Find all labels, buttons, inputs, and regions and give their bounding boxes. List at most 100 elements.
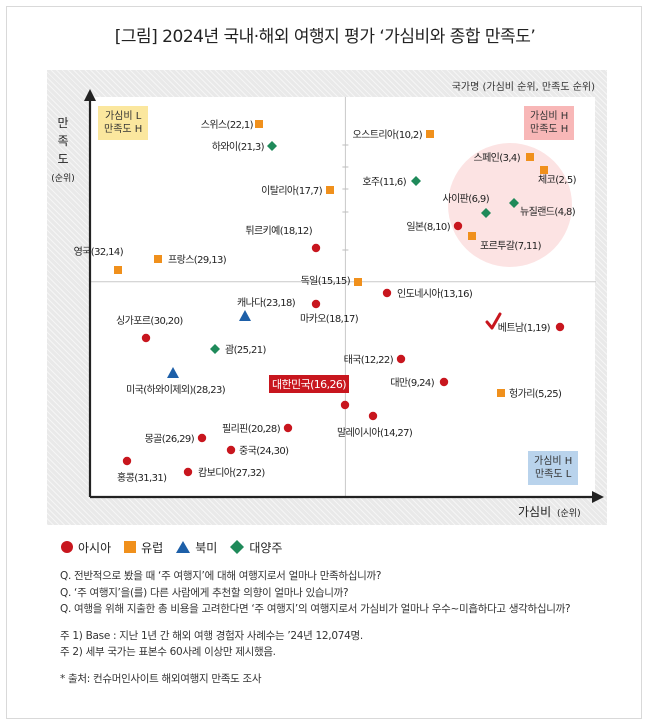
quadrant-label-line: 가심비 H [530, 111, 569, 122]
legend-label: 북미 [195, 540, 218, 555]
data-label: 괌(25,21) [225, 344, 267, 356]
data-point [154, 255, 162, 263]
data-point [239, 310, 251, 321]
data-point [340, 400, 350, 410]
data-point [141, 333, 151, 343]
data-label: 대만(9,24) [390, 377, 434, 389]
y-axis-label: 족 [57, 134, 68, 148]
quadrant-label-bottom-right: 가심비 H 만족도 L [528, 451, 579, 485]
data-point [311, 299, 321, 309]
data-label: 스위스(22,1) [201, 118, 254, 131]
data-label: 하와이(21,3) [212, 140, 265, 153]
data-point [509, 198, 519, 208]
data-label: 이탈리아(17,7) [261, 184, 323, 197]
legend-label: 유럽 [141, 540, 164, 555]
highlight-label-box [269, 375, 349, 393]
check-mark-icon [485, 312, 502, 330]
figure-title: [그림] 2024년 국내·해외 여행지 평가 ‘가심비와 종합 만족도’ [114, 27, 536, 47]
data-point [122, 456, 132, 466]
data-label: 체코(2,5) [538, 174, 577, 186]
y-axis-label: 도 [57, 152, 68, 166]
y-axis-unit: (순위) [51, 173, 75, 184]
data-point [555, 322, 565, 332]
data-point [283, 423, 293, 433]
survey-question: Q. 전반적으로 봤을 때 ‘주 여행지’에 대해 여행지로서 얼마나 만족하십… [60, 570, 382, 582]
data-point [167, 367, 179, 378]
data-point [396, 354, 406, 364]
notes: Q. 전반적으로 봤을 때 ‘주 여행지’에 대해 여행지로서 얼마나 만족하십… [60, 568, 571, 687]
x-axis-unit: (순위) [557, 508, 581, 519]
data-label: 오스트리아(10,2) [353, 129, 423, 141]
data-point [354, 278, 362, 286]
quadrant-label-line: 만족도 H [104, 124, 143, 135]
source-note: * 출처: 컨슈머인사이트 해외여행지 만족도 조사 [60, 672, 262, 685]
data-label: 캄보디아(27,32) [198, 467, 265, 479]
footnote: 주 1) Base : 지난 1년 간 해외 여행 경험자 사례수는 ’24년 … [60, 629, 363, 642]
data-point [526, 153, 534, 161]
data-label: 필리핀(20,28) [222, 423, 281, 435]
footnote: 주 2) 세부 국가는 표본수 60사례 이상만 제시했음. [60, 646, 276, 658]
data-point [382, 288, 392, 298]
data-point [114, 266, 122, 274]
legend-item-oceania: 대양주 [229, 539, 282, 556]
data-point [267, 141, 277, 151]
data-point [368, 411, 378, 421]
legend-label: 대양주 [249, 540, 283, 555]
data-point [497, 389, 505, 397]
data-label: 태국(12,22) [344, 354, 394, 366]
data-point [411, 176, 421, 186]
data-point [197, 433, 207, 443]
data-label: 스페인(3,4) [473, 152, 520, 164]
data-label: 베트남(1,19) [498, 322, 551, 334]
data-point [210, 344, 220, 354]
triangle-marker-icon [176, 541, 191, 553]
data-point [468, 232, 476, 240]
data-label: 대한민국(16,26) [272, 378, 346, 391]
legend: 아시아 유럽 북미 대양주 [60, 538, 294, 556]
data-point [426, 130, 434, 138]
data-label: 포르투갈(7,11) [480, 239, 542, 252]
legend-item-asia: 아시아 [60, 539, 111, 556]
y-axis-label: 만 [57, 116, 68, 130]
data-label: 호주(11,6) [362, 176, 406, 188]
data-point [255, 120, 263, 128]
data-label: 영국(32,14) [74, 246, 124, 258]
data-point [183, 467, 193, 477]
x-axis-arrow [592, 491, 604, 503]
quadrant-label-top-right: 가심비 H 만족도 H [524, 106, 575, 140]
data-point [453, 221, 463, 231]
data-label: 사이판(6,9) [442, 193, 489, 205]
data-label: 인도네시아(13,16) [397, 288, 473, 300]
circle-marker-icon [61, 541, 73, 553]
data-point [311, 243, 321, 253]
data-label: 뉴질랜드(4,8) [520, 206, 576, 218]
data-label: 말레이시아(14,27) [337, 427, 413, 439]
data-point [326, 186, 334, 194]
survey-question: Q. ‘주 여행지’을(를) 다른 사람에게 추천할 의향이 얼마나 있습니까? [60, 586, 349, 599]
diamond-marker-icon [230, 540, 245, 554]
quadrant-label-line: 가심비 L [104, 111, 142, 122]
survey-question: Q. 여행을 위해 지출한 총 비용을 고려한다면 ‘주 여행지’의 여행지로서… [60, 603, 571, 615]
data-point [439, 377, 449, 387]
data-label: 프랑스(29,13) [168, 254, 227, 266]
data-point [226, 445, 236, 455]
label-format-note: 국가명 (가심비 순위, 만족도 순위) [452, 80, 595, 93]
data-label: 캐나다(23,18) [237, 297, 296, 309]
data-label: 싱가포르(30,20) [116, 315, 183, 327]
quadrant-label-line: 만족도 H [530, 124, 569, 135]
data-label: 몽골(26,29) [145, 433, 195, 445]
x-axis-label: 가심비 [518, 505, 551, 519]
data-label: 헝가리(5,25) [509, 388, 562, 400]
y-axis-arrow [84, 89, 96, 101]
data-label: 독일(15,15) [301, 275, 351, 287]
legend-item-europe: 유럽 [123, 539, 163, 556]
quadrant-label-top-left: 가심비 L 만족도 H [98, 106, 149, 140]
data-point [481, 208, 491, 218]
data-label: 미국(하와이제외)(28,23) [126, 383, 226, 396]
data-label: 홍콩(31,31) [117, 471, 167, 484]
data-point [540, 166, 548, 174]
quadrant-label-line: 가심비 H [534, 456, 573, 467]
data-label: 중국(24,30) [239, 445, 289, 457]
data-label: 일본(8,10) [406, 221, 450, 233]
